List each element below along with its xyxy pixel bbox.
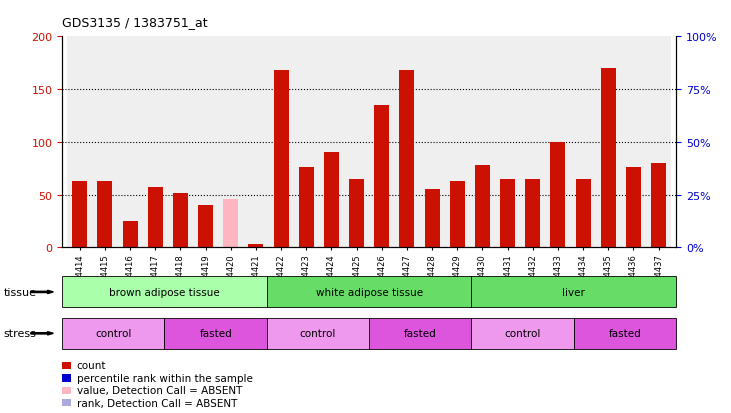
Bar <box>570 37 596 248</box>
Text: control: control <box>504 328 541 339</box>
Bar <box>444 37 470 248</box>
Bar <box>299 168 314 248</box>
Text: rank, Detection Call = ABSENT: rank, Detection Call = ABSENT <box>77 398 237 408</box>
Bar <box>92 37 118 248</box>
Bar <box>575 179 591 248</box>
Text: white adipose tissue: white adipose tissue <box>316 287 423 297</box>
Bar <box>425 190 439 248</box>
Bar <box>399 71 414 248</box>
Text: fasted: fasted <box>200 328 232 339</box>
Text: GDS3135 / 1383751_at: GDS3135 / 1383751_at <box>62 16 208 29</box>
Bar <box>294 37 319 248</box>
Bar <box>319 37 344 248</box>
Text: percentile rank within the sample: percentile rank within the sample <box>77 373 253 383</box>
Bar <box>143 37 168 248</box>
Bar <box>525 179 540 248</box>
Bar <box>495 37 520 248</box>
Bar <box>249 244 263 248</box>
Bar <box>218 37 243 248</box>
Bar <box>450 181 465 248</box>
Bar <box>173 193 188 248</box>
Bar <box>324 153 339 248</box>
Bar <box>344 37 369 248</box>
Bar <box>420 37 444 248</box>
Text: count: count <box>77 361 106 370</box>
Bar <box>148 188 163 248</box>
Bar <box>369 37 394 248</box>
Bar <box>500 179 515 248</box>
Text: control: control <box>300 328 336 339</box>
Text: fasted: fasted <box>404 328 436 339</box>
Bar <box>72 181 87 248</box>
Text: control: control <box>95 328 132 339</box>
Bar <box>626 168 641 248</box>
Bar <box>198 206 213 248</box>
Bar <box>394 37 420 248</box>
Bar <box>550 142 566 248</box>
Text: tissue: tissue <box>4 287 37 297</box>
Bar <box>646 37 671 248</box>
Text: brown adipose tissue: brown adipose tissue <box>109 287 220 297</box>
Bar <box>97 181 113 248</box>
Text: value, Detection Call = ABSENT: value, Detection Call = ABSENT <box>77 385 242 395</box>
Bar <box>123 221 137 248</box>
Bar <box>67 37 92 248</box>
Text: liver: liver <box>562 287 586 297</box>
Bar <box>621 37 646 248</box>
Bar <box>168 37 193 248</box>
Text: fasted: fasted <box>609 328 641 339</box>
Bar <box>349 179 364 248</box>
Bar <box>268 37 294 248</box>
Bar <box>601 69 616 248</box>
Bar <box>651 164 666 248</box>
Bar <box>374 106 390 248</box>
Bar <box>118 37 143 248</box>
Bar <box>545 37 570 248</box>
Bar <box>223 199 238 248</box>
Bar <box>520 37 545 248</box>
Bar <box>193 37 218 248</box>
Bar <box>475 166 490 248</box>
Bar <box>596 37 621 248</box>
Bar <box>470 37 495 248</box>
Text: stress: stress <box>4 328 37 339</box>
Bar <box>273 71 289 248</box>
Bar <box>243 37 268 248</box>
